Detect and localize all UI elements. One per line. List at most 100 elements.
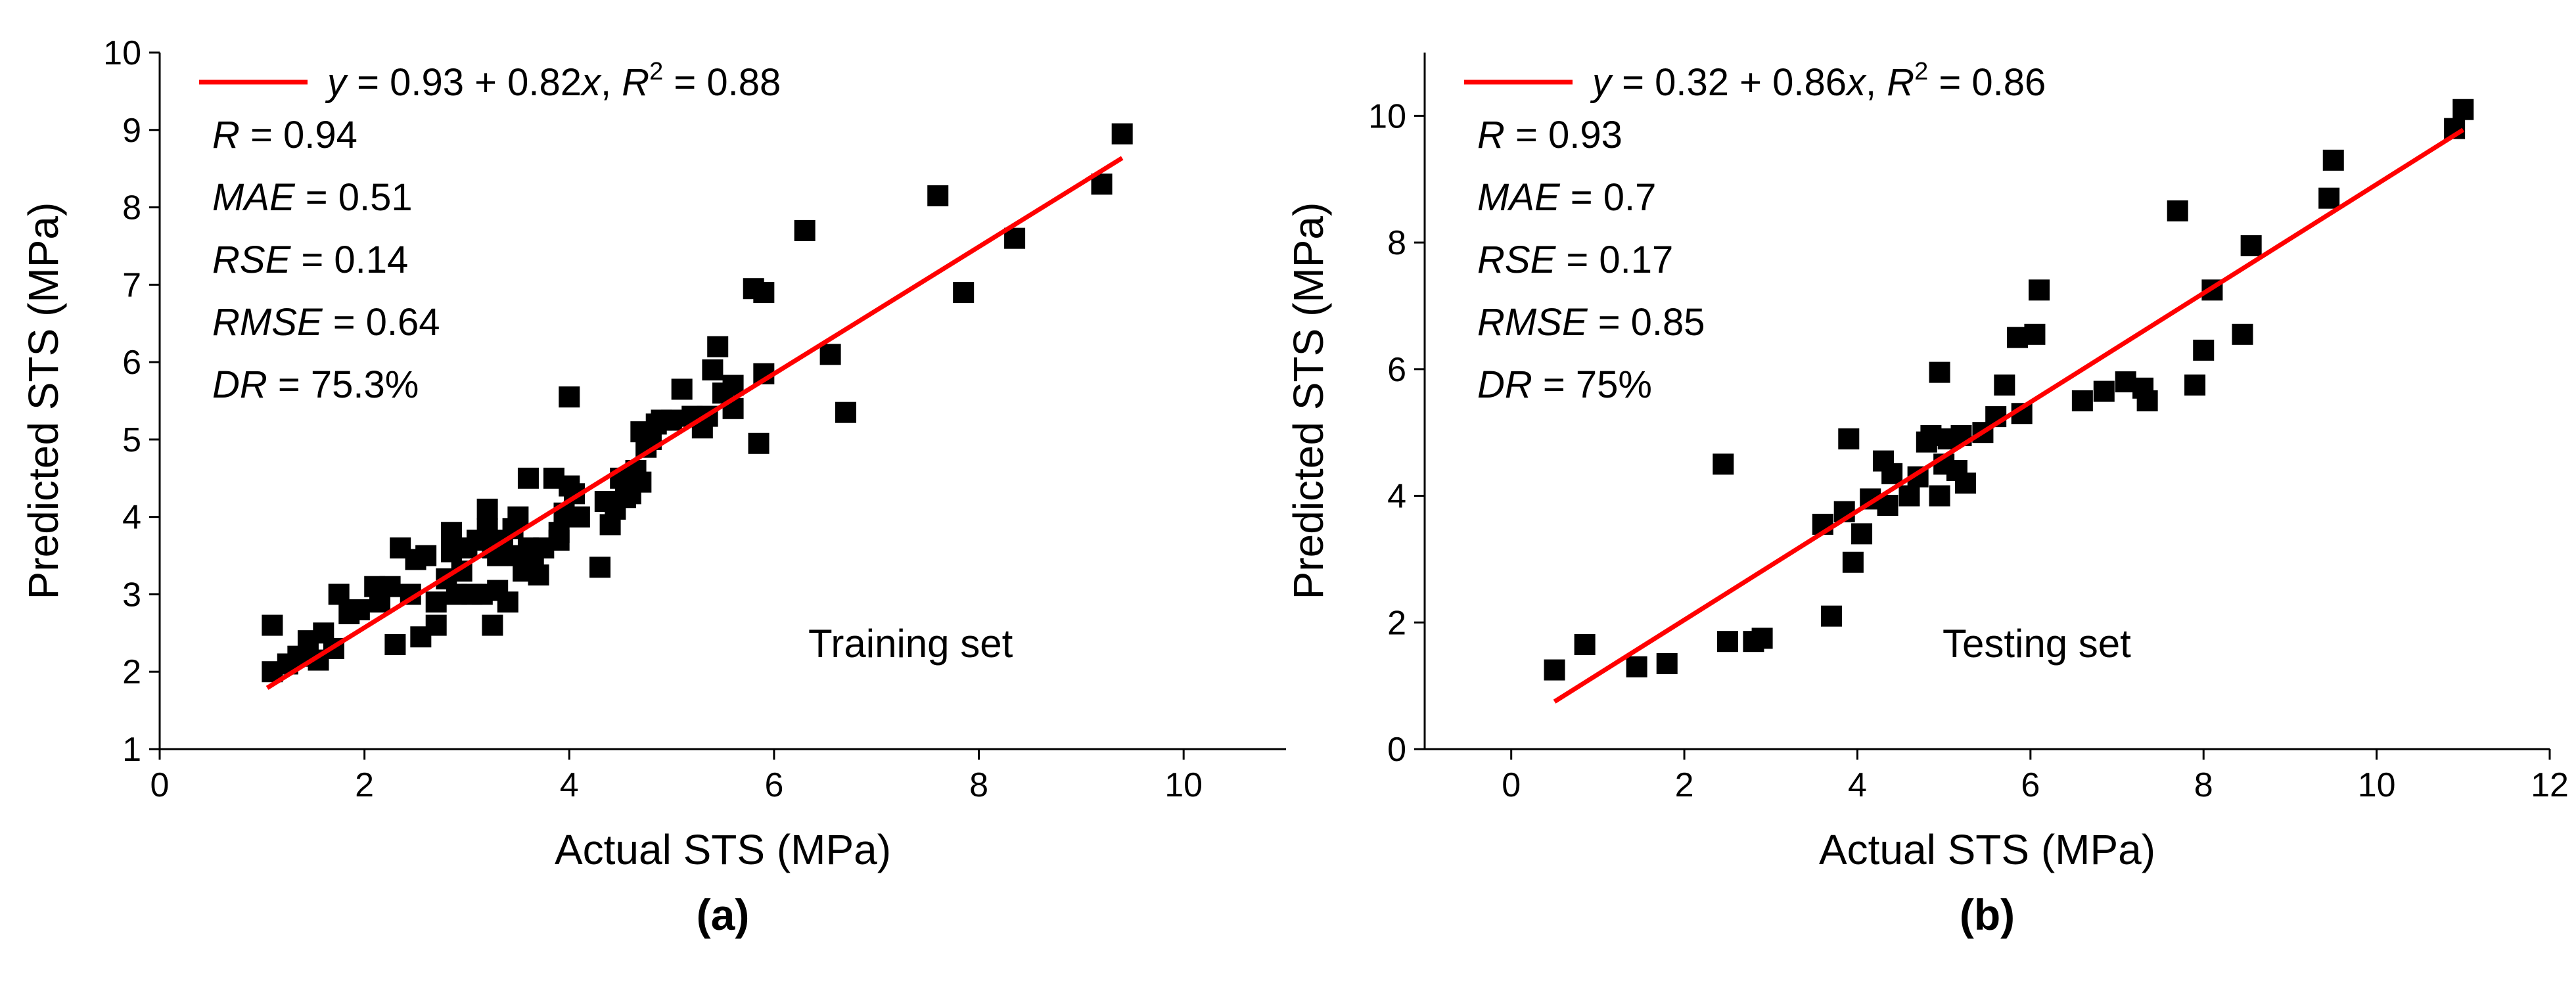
data-point (2318, 187, 2340, 209)
equation-part: = 0.86 (1928, 61, 2046, 104)
stat-line: R = 0.93 (1477, 114, 1622, 156)
data-point (1929, 485, 1950, 507)
data-point (482, 614, 503, 636)
y-tick-label: 3 (122, 576, 141, 614)
stat-name: RSE (212, 239, 292, 281)
stat-name: MAE (1477, 176, 1561, 219)
chart-panel-b: 0 2 4 6 8 10 12 0 2 4 6 8 10 Actual STS (MPa) Predicte… (1285, 53, 2569, 939)
data-point (2093, 380, 2115, 402)
x-tick-label: 4 (1848, 766, 1867, 804)
data-point (1881, 463, 1903, 484)
stat-line: RSE = 0.17 (1477, 239, 1673, 281)
fit-line (1553, 127, 2465, 704)
stat-value: = 0.7 (1560, 176, 1657, 219)
stat-name: DR (1477, 363, 1532, 406)
stat-value: = 75% (1532, 363, 1652, 406)
equation-part: = 0.88 (663, 61, 781, 104)
x-axis-title: Actual STS (MPa) (1819, 826, 2155, 873)
data-point (2193, 339, 2215, 361)
fit-equation: y = 0.93 + 0.82x, R2 = 0.88 (325, 58, 781, 104)
stat-line: DR = 75% (1477, 363, 1652, 406)
data-point (507, 506, 529, 528)
data-point (835, 401, 856, 423)
stat-line: RMSE = 0.85 (1477, 301, 1705, 344)
x-tick-label: 2 (1675, 766, 1694, 804)
data-point (497, 591, 518, 613)
data-point (528, 564, 549, 585)
data-point (1955, 472, 1977, 494)
data-point (2452, 99, 2474, 120)
data-point (2184, 374, 2206, 396)
equation-part: 2 (1914, 58, 1928, 85)
equation-part: y (1590, 61, 1613, 104)
data-point (589, 557, 611, 578)
data-point (1820, 605, 1842, 627)
data-point (476, 498, 498, 520)
data-point (2136, 390, 2158, 411)
x-tick-label: 10 (1164, 766, 1203, 804)
stat-line: RSE = 0.14 (212, 239, 408, 281)
equation-part: , (601, 61, 622, 104)
y-tick-label: 4 (122, 499, 141, 537)
data-point (1544, 659, 1565, 681)
equation-part: x (580, 61, 602, 104)
data-point (1851, 523, 1873, 545)
stat-value: = 75.3% (267, 363, 419, 406)
x-tick-label: 6 (2021, 766, 2040, 804)
data-point (1574, 634, 1596, 655)
stat-value: = 0.17 (1555, 239, 1673, 281)
panel-label: (a) (697, 890, 750, 939)
data-point (753, 282, 775, 304)
data-point (1111, 123, 1133, 145)
y-tick-label: 8 (122, 189, 141, 227)
data-point (348, 599, 370, 620)
data-point (1751, 628, 1773, 649)
panel-label: (b) (1960, 890, 2015, 939)
data-point (384, 634, 406, 655)
y-axis-title: Predicted STS (MPa) (20, 202, 67, 600)
y-axis-title: Predicted STS (MPa) (1285, 202, 1332, 600)
equation-part: x (1845, 61, 1867, 104)
data-point (2024, 323, 2046, 345)
stat-name: RSE (1477, 239, 1557, 281)
y-tick-label: 2 (1387, 604, 1406, 642)
stat-name: R (212, 114, 240, 156)
y-tick-label: 10 (1368, 97, 1406, 135)
data-point (1838, 428, 1860, 449)
equation-part: R (1887, 61, 1914, 104)
data-point (2167, 200, 2188, 221)
data-point (328, 584, 350, 605)
data-point (559, 386, 580, 408)
data-point (2232, 323, 2253, 345)
y-tick-label: 5 (122, 421, 141, 459)
data-point (568, 506, 590, 528)
y-tick-label: 6 (1387, 351, 1406, 389)
x-tick-label: 8 (2194, 766, 2213, 804)
y-tick-label: 9 (122, 112, 141, 150)
stat-line: R = 0.94 (212, 114, 357, 156)
stat-name: DR (212, 363, 267, 406)
stat-name: RMSE (1477, 301, 1588, 344)
data-point (517, 467, 539, 489)
y-tick-label: 2 (122, 653, 141, 691)
data-point (2071, 390, 2093, 411)
equation-part: = 0.93 + 0.82 (346, 61, 582, 104)
stat-name: MAE (212, 176, 296, 219)
data-point (1626, 656, 1647, 677)
data-point (794, 219, 816, 241)
data-point (748, 432, 770, 454)
x-axis-title: Actual STS (MPa) (555, 826, 891, 873)
data-point (2240, 235, 2262, 256)
data-point (671, 378, 693, 400)
data-point (2029, 279, 2050, 301)
stat-value: = 0.64 (323, 301, 440, 344)
stat-value: = 0.14 (290, 239, 408, 281)
y-tick-label: 6 (122, 344, 141, 382)
stat-line: MAE = 0.7 (1477, 176, 1656, 219)
data-point (707, 336, 729, 357)
y-tick-label: 8 (1387, 224, 1406, 262)
stat-line: DR = 75.3% (212, 363, 419, 406)
data-point (1898, 485, 1920, 507)
stat-value: = 0.85 (1588, 301, 1705, 344)
